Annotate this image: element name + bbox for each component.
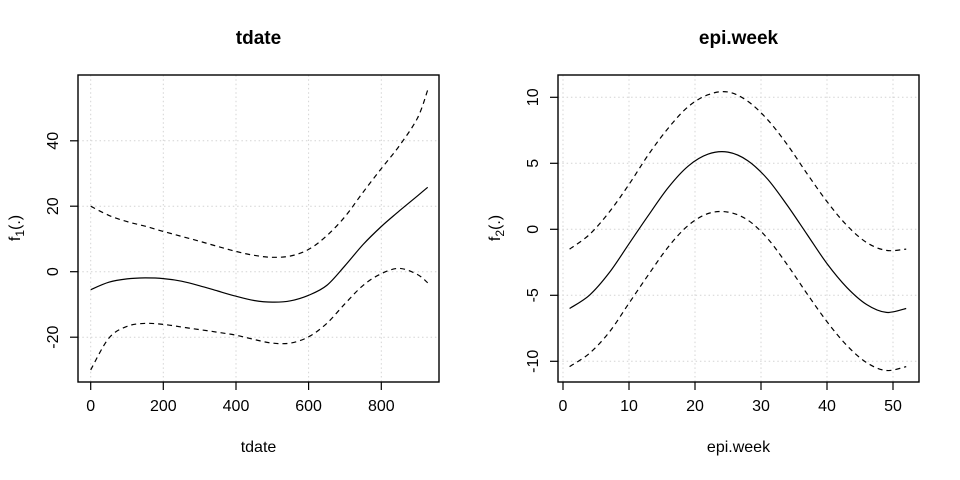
panel-title-tdate: tdate (235, 28, 282, 49)
x-axis-label-epi-week: epi.week (706, 439, 771, 456)
fit-curve (569, 151, 907, 314)
panel-title-epi-week: epi.week (698, 28, 779, 49)
tick-labels: 0 200 400 600 800 -20 0 20 40 (45, 132, 395, 415)
x-tick-label: 20 (686, 398, 704, 415)
upper-ci-curve (569, 91, 907, 252)
x-tick-label: 800 (368, 398, 395, 415)
y-label-suffix: (.) (6, 214, 24, 230)
panel-tdate: tdate 0 200 400 600 800 -20 0 20 40 tdate f1(.) (7, 28, 440, 456)
y-tick-label: 20 (45, 197, 62, 215)
y-label-base: f (6, 236, 24, 242)
x-tick-label: 10 (620, 398, 638, 415)
x-tick-label: 0 (86, 398, 95, 415)
y-tick-label: 0 (45, 267, 62, 276)
x-tick-label: 0 (559, 398, 568, 415)
axis-ticks (70, 140, 382, 390)
curves (569, 91, 907, 372)
x-tick-label: 40 (818, 398, 836, 415)
fit-curve (90, 186, 429, 303)
plot-area-epi-week: 0 10 20 30 40 50 -10 -5 0 5 10 (525, 74, 920, 415)
y-tick-label: 0 (525, 225, 542, 234)
y-label-base: f (486, 236, 504, 242)
x-tick-label: 30 (752, 398, 770, 415)
y-tick-label: 5 (525, 159, 542, 168)
upper-ci-curve (90, 89, 429, 258)
y-label-subscript: 2 (493, 229, 508, 237)
y-label-subscript: 1 (13, 229, 28, 237)
gridlines (558, 75, 919, 382)
x-tick-label: 400 (223, 398, 250, 415)
panel-epi-week: epi.week 0 10 20 30 40 50 -10 -5 0 5 10 epi.week f… (480, 0, 960, 480)
plot-area-tdate: 0 200 400 600 800 -20 0 20 40 (45, 74, 440, 415)
lower-ci-curve (90, 267, 429, 371)
y-axis-label-f1: f1(.) (7, 215, 27, 241)
plot-frame (77, 74, 440, 383)
gridlines (78, 75, 439, 382)
y-tick-label: 40 (45, 132, 62, 150)
y-tick-label: -20 (45, 326, 62, 349)
lower-ci-curve (569, 210, 907, 372)
y-tick-label: 10 (525, 88, 542, 106)
curves (90, 89, 429, 371)
y-axis-label-f2: f2(.) (487, 215, 507, 241)
x-tick-label: 50 (884, 398, 902, 415)
y-tick-label: -10 (525, 350, 542, 373)
x-tick-label: 600 (295, 398, 322, 415)
x-axis-label-tdate: tdate (240, 439, 277, 456)
axis-ticks (550, 96, 894, 390)
x-tick-label: 200 (150, 398, 177, 415)
tick-labels: 0 10 20 30 40 50 -10 -5 0 5 10 (525, 88, 902, 415)
plot-frame (557, 74, 920, 383)
y-label-suffix: (.) (486, 214, 504, 230)
y-tick-label: -5 (525, 288, 542, 302)
